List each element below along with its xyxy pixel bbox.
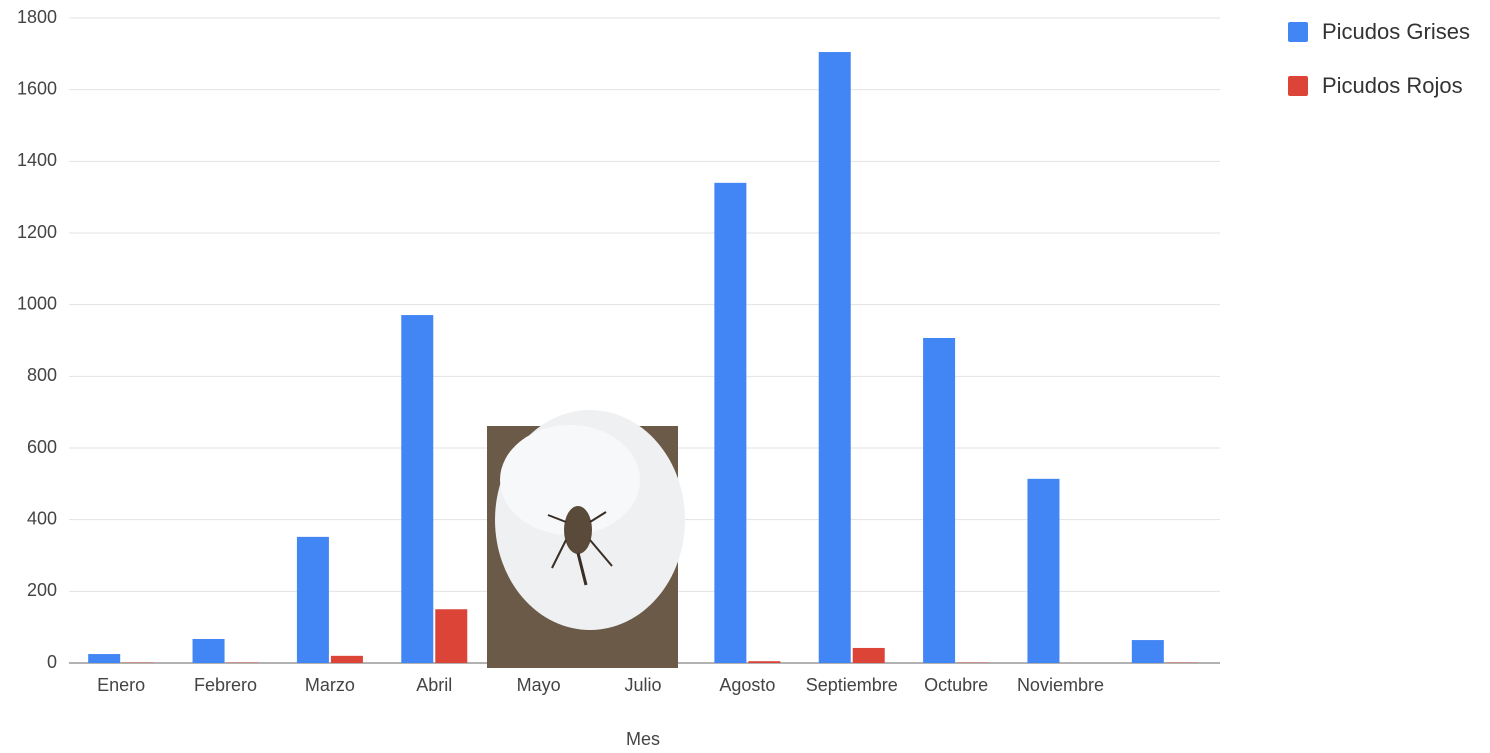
x-tick-label: Julio <box>624 675 661 695</box>
legend-swatch <box>1288 22 1308 42</box>
legend-swatch <box>1288 76 1308 96</box>
y-tick-label: 1600 <box>17 78 57 98</box>
bar <box>401 315 434 663</box>
legend-label: Picudos Grises <box>1322 19 1470 44</box>
x-tick-label: Septiembre <box>806 675 898 695</box>
bar <box>192 638 225 663</box>
y-tick-label: 800 <box>27 365 57 385</box>
x-tick-label: Mayo <box>517 675 561 695</box>
y-tick-label: 200 <box>27 580 57 600</box>
bar <box>852 647 885 663</box>
bar <box>714 182 747 664</box>
x-tick-label: Marzo <box>305 675 355 695</box>
y-tick-label: 400 <box>27 508 57 528</box>
legend-label: Picudos Rojos <box>1322 73 1463 98</box>
bar <box>818 52 851 663</box>
bar <box>923 337 956 663</box>
y-tick-label: 600 <box>27 437 57 457</box>
x-tick-label: Agosto <box>719 675 775 695</box>
bar <box>296 536 329 663</box>
bar <box>330 655 363 663</box>
bar <box>1131 640 1164 663</box>
y-tick-label: 0 <box>47 652 57 672</box>
bar <box>88 654 121 663</box>
x-tick-label: Abril <box>416 675 452 695</box>
photo <box>487 410 685 668</box>
bar <box>435 609 468 663</box>
y-tick-label: 1200 <box>17 222 57 242</box>
x-tick-label: Enero <box>97 675 145 695</box>
bar <box>1027 478 1060 663</box>
x-tick-label: Octubre <box>924 675 988 695</box>
x-tick-label: Febrero <box>194 675 257 695</box>
y-tick-label: 1800 <box>17 7 57 27</box>
plot-area: 0 200 400 600 800 1000 1200 1400 1600 1800 Enero Fe… <box>17 7 1220 695</box>
bar <box>748 661 781 663</box>
x-tick-label: Noviembre <box>1017 675 1104 695</box>
y-tick-label: 1000 <box>17 293 57 313</box>
x-axis-title: Mes <box>626 729 660 749</box>
y-tick-label: 1400 <box>17 150 57 170</box>
